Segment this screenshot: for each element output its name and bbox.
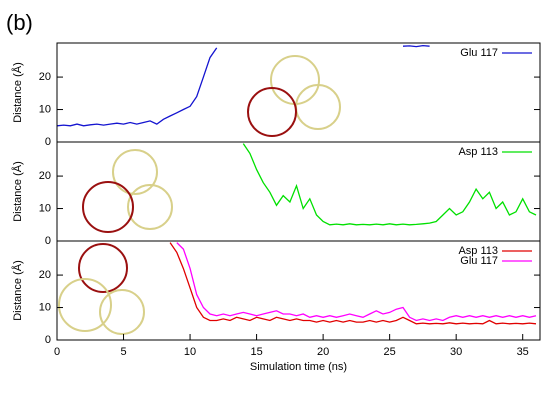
y-axis-label: Distance (Å): [11, 260, 24, 321]
protein-inset: [82, 181, 134, 233]
y-tick-label: 20: [39, 269, 51, 281]
x-tick-label: 35: [517, 346, 529, 358]
legend-label: Glu 117: [460, 255, 498, 267]
x-tick-label: 25: [384, 346, 396, 358]
legend-label: Asp 113: [458, 245, 498, 257]
x-axis-label: Simulation time (ns): [250, 361, 347, 373]
legend-label: Glu 117: [460, 47, 498, 59]
panel-label: (b): [6, 10, 33, 35]
plot-area: [242, 143, 537, 226]
y-tick-label: 0: [45, 136, 51, 148]
y-tick-label: 10: [39, 103, 51, 115]
x-tick-label: 20: [317, 346, 329, 358]
y-axis-label: Distance (Å): [11, 62, 24, 123]
data-line: [169, 242, 537, 325]
y-tick-label: 20: [39, 71, 51, 83]
x-tick-label: 10: [184, 346, 196, 358]
protein-inset: [112, 149, 158, 195]
y-tick-label: 0: [45, 334, 51, 346]
data-line: [57, 44, 430, 127]
plot-area: [57, 44, 430, 127]
y-tick-label: 10: [39, 301, 51, 313]
protein-inset: [270, 55, 320, 105]
protein-inset: [78, 243, 128, 293]
data-line: [176, 242, 537, 322]
data-line: [242, 143, 537, 226]
plot-frame: [56, 240, 541, 341]
x-tick-label: 30: [450, 346, 462, 358]
protein-inset: [295, 84, 341, 130]
plot-area: [169, 242, 537, 325]
protein-inset: [247, 87, 297, 137]
x-tick-label: 15: [250, 346, 262, 358]
x-tick-label: 0: [54, 346, 60, 358]
protein-inset: [99, 289, 145, 335]
protein-inset: [127, 184, 173, 230]
x-tick-label: 5: [120, 346, 126, 358]
legend-label: Asp 113: [458, 146, 498, 158]
inset-images: [58, 55, 341, 335]
y-tick-label: 20: [39, 170, 51, 182]
y-tick-label: 10: [39, 202, 51, 214]
protein-inset: [58, 278, 112, 332]
y-tick-label: 0: [45, 235, 51, 247]
y-axis-label: Distance (Å): [11, 161, 24, 222]
